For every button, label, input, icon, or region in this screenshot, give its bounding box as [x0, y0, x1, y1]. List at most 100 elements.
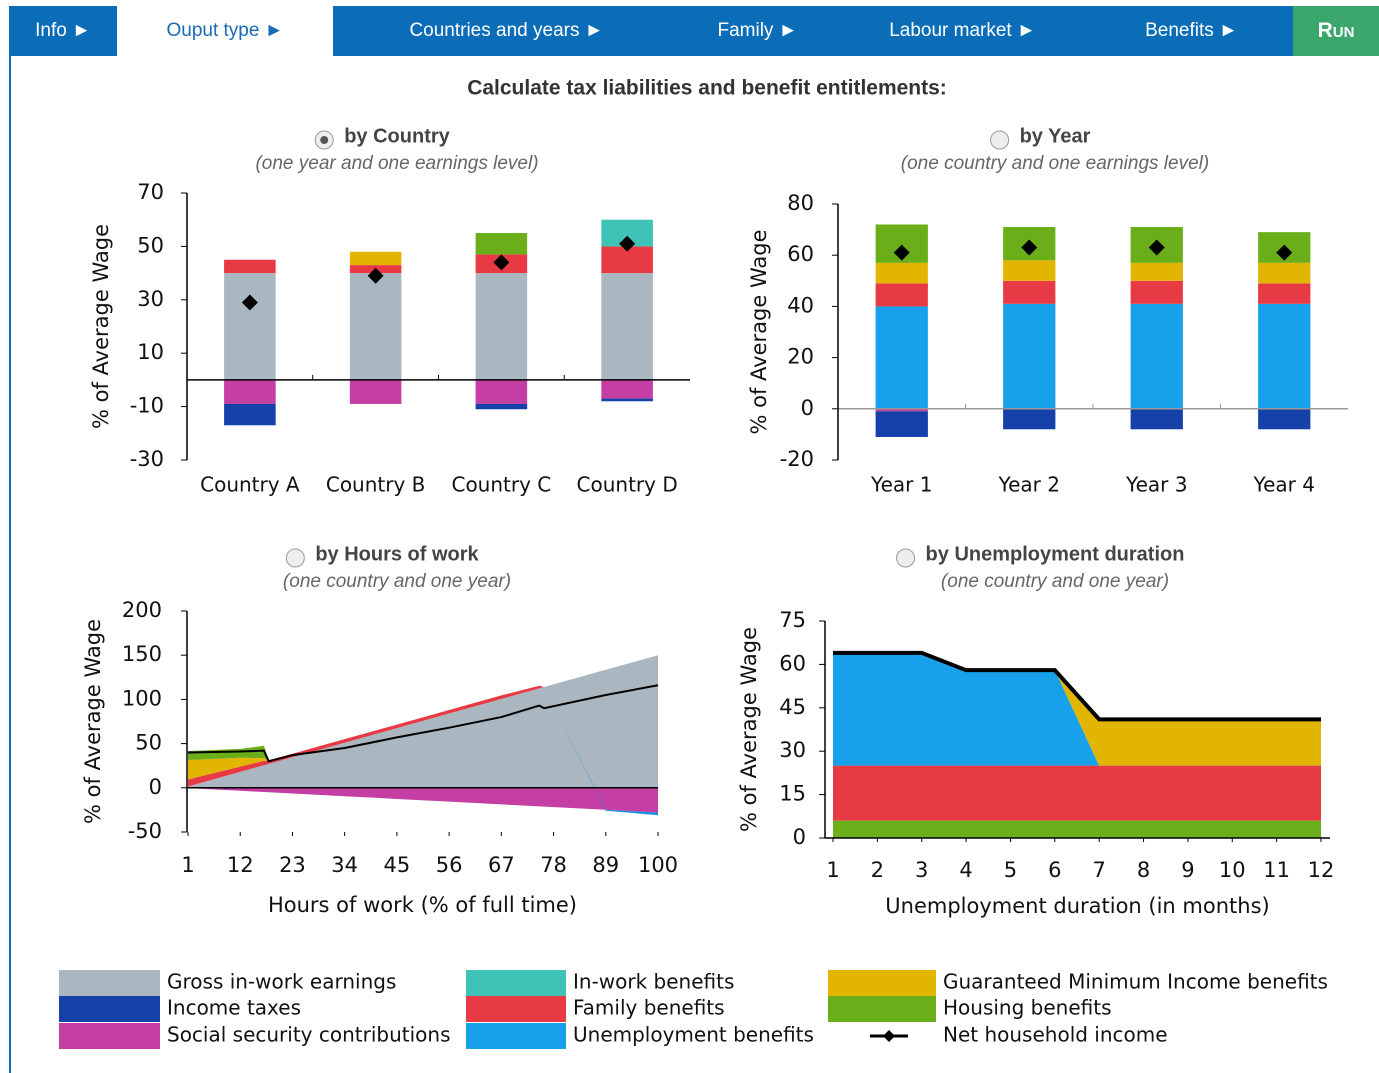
radio-button[interactable] [896, 548, 916, 568]
x-tick-label: Year 3 [1125, 473, 1187, 497]
net-income-marker [493, 254, 510, 271]
y-axis-label: % of Average Wage [81, 619, 105, 824]
x-tick-label: 6 [1048, 858, 1061, 882]
frame-border [9, 56, 11, 1073]
legend-key [59, 970, 160, 996]
y-tick-label: 40 [787, 293, 814, 317]
nav-tab[interactable]: Family ► [717, 20, 798, 41]
legend-key-marker [883, 1030, 895, 1042]
legend-key [466, 1023, 566, 1049]
nav-tab[interactable]: Countries and years ► [409, 20, 604, 41]
y-tick-label: 30 [137, 287, 164, 311]
net-income-marker [893, 244, 910, 261]
y-tick-label: 45 [779, 695, 806, 719]
x-tick-label: 12 [227, 853, 254, 877]
y-tick-label: -10 [130, 394, 164, 418]
bar-segment [875, 408, 928, 412]
x-tick-label: 89 [592, 853, 619, 877]
legend-key [828, 970, 936, 996]
net-income-line [833, 650, 1321, 722]
legend-label: In-work benefits [573, 970, 734, 994]
bar-segment [1003, 303, 1056, 409]
radio-button[interactable] [285, 548, 305, 568]
legend-key [59, 1023, 160, 1049]
net-income-line [187, 684, 659, 763]
bar-segment [349, 251, 402, 266]
bar-segment [475, 273, 528, 380]
legend-label: Gross in-work earnings [167, 970, 396, 994]
legend-key [466, 996, 566, 1022]
y-tick-label: 75 [779, 608, 806, 632]
nav-bar: Info ► Ouput type ► Countries and years … [9, 6, 1379, 56]
x-tick-label: 7 [1092, 858, 1105, 882]
radio-button[interactable] [990, 130, 1010, 150]
bar-segment [1258, 408, 1311, 430]
chart-subtitle: (one country and one earnings level) [901, 153, 1209, 174]
bar-segment [875, 411, 928, 437]
bar-segment [1258, 283, 1311, 304]
y-tick-label: 50 [137, 233, 164, 257]
area [188, 655, 658, 788]
chart-subtitle: (one country and one year) [941, 571, 1169, 592]
x-axis-label: Hours of work (% of full time) [268, 893, 577, 917]
y-tick-label: 20 [787, 345, 814, 369]
bar-segment [875, 283, 928, 307]
bar-segment [1003, 280, 1056, 304]
y-tick-label: 0 [149, 775, 162, 799]
bar-segment [1003, 260, 1056, 281]
x-axis-label: Unemployment duration (in months) [885, 894, 1269, 918]
area [188, 655, 658, 761]
x-tick-label: 11 [1263, 858, 1290, 882]
nav-tab[interactable]: Benefits ► [1145, 20, 1238, 41]
x-tick-label: 4 [959, 858, 972, 882]
y-axis-label: % of Average Wage [747, 230, 771, 435]
legend-label: Guaranteed Minimum Income benefits [943, 970, 1328, 994]
x-tick-label: Country D [577, 473, 678, 497]
bar-segment [224, 273, 276, 380]
bar-segment [1130, 303, 1183, 409]
legend-label: Housing benefits [943, 996, 1112, 1020]
bar-segment [1130, 262, 1183, 281]
legend-label: Unemployment benefits [573, 1023, 814, 1047]
chart-title: by Year [1020, 125, 1091, 147]
bar-segment [1258, 262, 1311, 284]
radio-dot [320, 136, 329, 144]
x-tick-label: Year 2 [998, 473, 1060, 497]
heading: Calculate tax liabilities and benefit en… [467, 77, 947, 100]
chart-title: by Hours of work [315, 543, 479, 565]
area [188, 655, 658, 780]
x-tick-label: 10 [1219, 858, 1246, 882]
x-tick-label: Country C [451, 473, 551, 497]
bar-segment [1130, 280, 1183, 304]
run-button[interactable]: Run [1293, 6, 1379, 56]
y-tick-label: 30 [779, 738, 806, 762]
x-tick-label: 45 [384, 853, 411, 877]
bar-segment [601, 273, 653, 380]
legend-key [59, 996, 160, 1022]
x-tick-label: Country B [326, 473, 426, 497]
bar-segment [875, 262, 928, 284]
x-tick-label: 3 [915, 858, 928, 882]
bar-segment [224, 259, 276, 274]
bar-segment [1130, 408, 1183, 430]
nav-tab[interactable]: Labour market ► [889, 20, 1036, 41]
bar-segment [349, 379, 402, 404]
x-tick-label: 34 [331, 853, 358, 877]
x-tick-label: 23 [279, 853, 306, 877]
y-tick-label: 70 [137, 180, 164, 204]
x-tick-label: Country A [200, 473, 300, 497]
area [833, 820, 1321, 838]
y-axis-label: % of Average Wage [89, 224, 113, 429]
x-tick-label: 100 [638, 853, 678, 877]
y-axis-label: % of Average Wage [737, 627, 761, 832]
area [833, 765, 1321, 821]
bar-segment [475, 379, 528, 404]
nav-tab[interactable]: Info ► [35, 20, 91, 41]
legend-label: Net household income [943, 1023, 1168, 1047]
x-tick-label: 8 [1137, 858, 1150, 882]
nav-tab[interactable]: Ouput type ► [117, 6, 333, 56]
x-tick-label: 56 [436, 853, 463, 877]
area [188, 787, 658, 813]
bar-segment [1003, 408, 1056, 430]
